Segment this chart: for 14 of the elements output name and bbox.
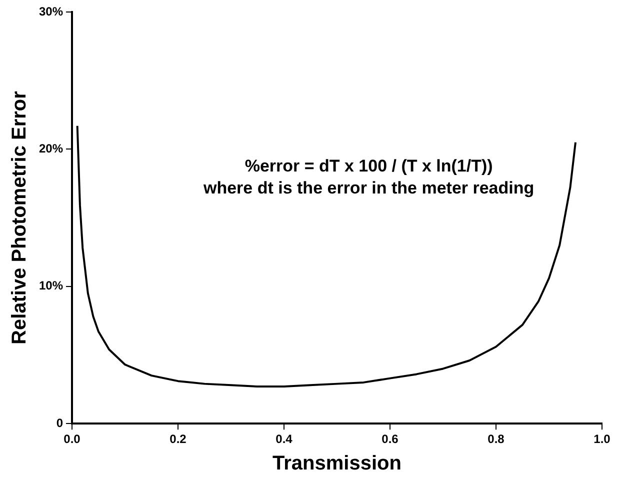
- x-tick-label: 1.0: [594, 432, 611, 446]
- annotation: where dt is the error in the meter reading: [202, 178, 534, 198]
- y-tick-label: 0: [56, 416, 64, 430]
- x-axis-title: Transmission: [272, 452, 402, 475]
- x-tick-label: 0.6: [382, 432, 399, 446]
- y-tick-label: 20%: [38, 142, 64, 156]
- y-tick-label: 30%: [38, 4, 64, 18]
- y-tick-label: 10%: [38, 278, 64, 293]
- x-tick-label: 0.0: [64, 432, 81, 446]
- x-tick-label: 0.4: [276, 432, 293, 446]
- annotation: %error = dT x 100 / (T x ln(1/T)): [244, 156, 493, 176]
- y-axis-title: Relative Photometric Error: [8, 90, 31, 345]
- x-tick-label: 0.8: [488, 432, 505, 446]
- x-tick-label: 0.2: [170, 432, 187, 446]
